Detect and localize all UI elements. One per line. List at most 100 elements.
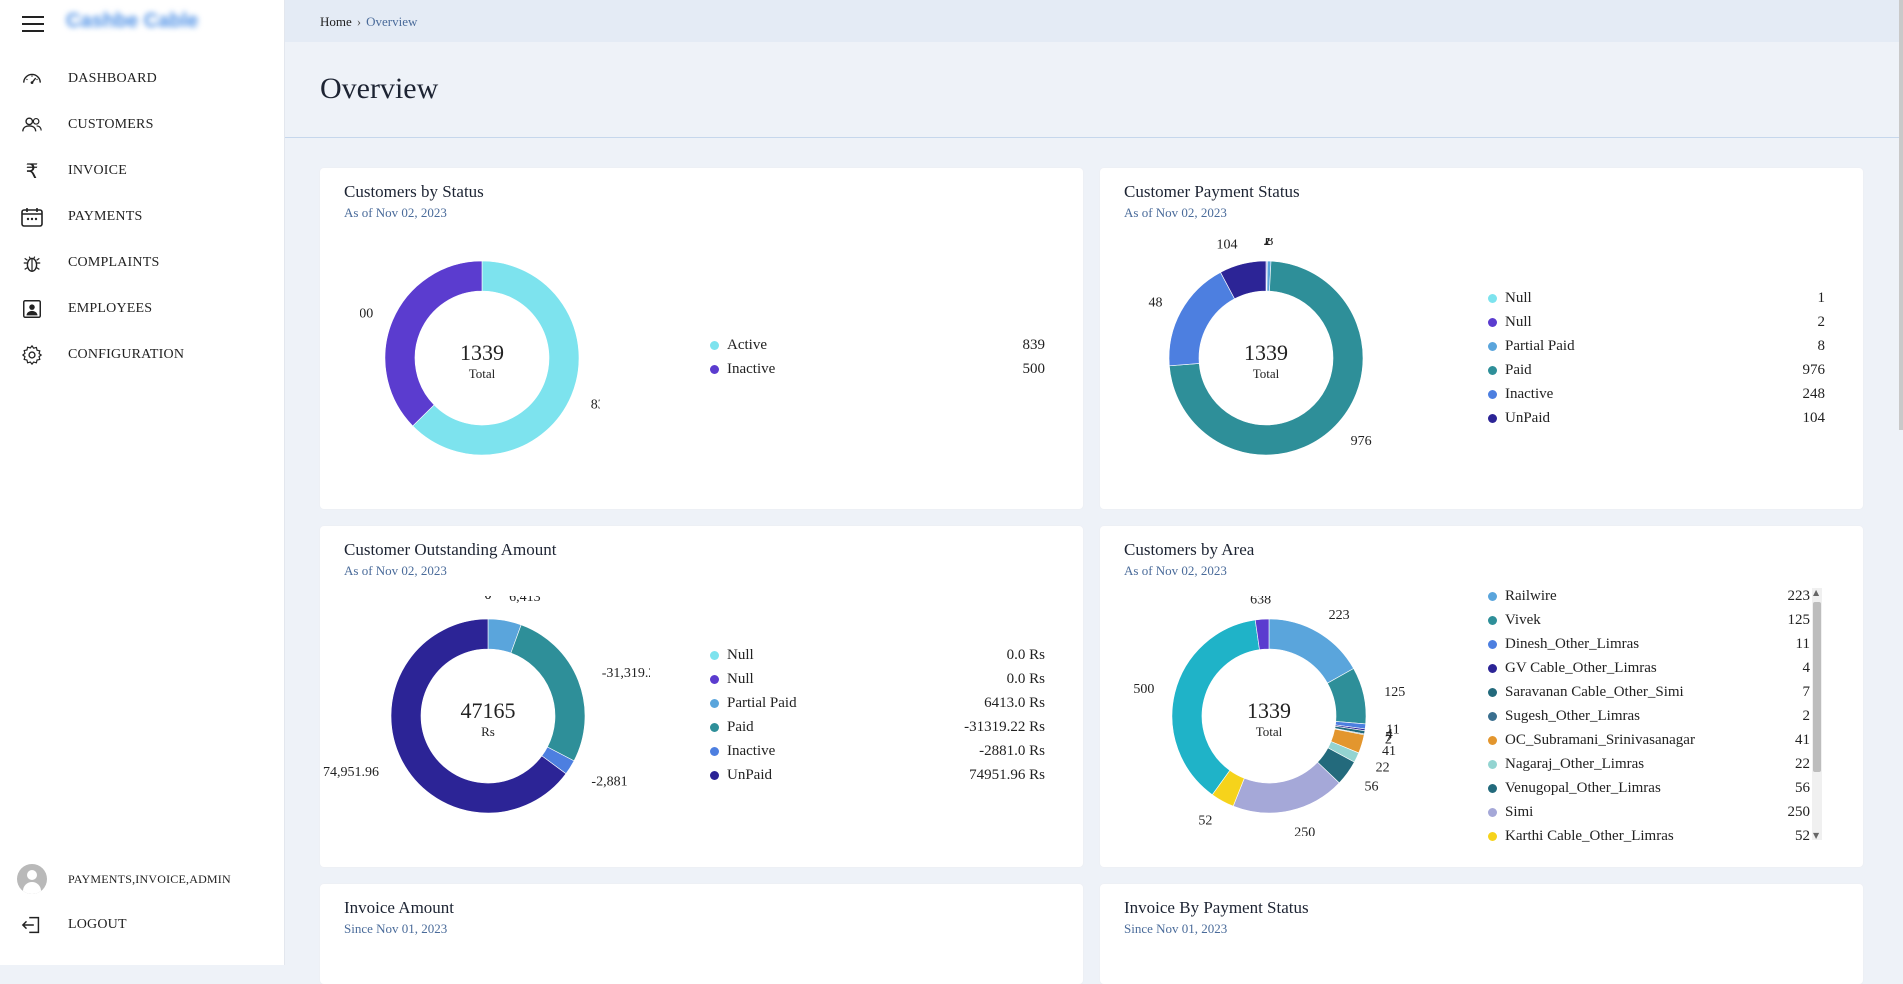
legend-value: 2	[1803, 708, 1811, 725]
legend-value: 22	[1795, 756, 1810, 773]
sidebar-item-complaints[interactable]: COMPLAINTS	[0, 241, 284, 285]
legend-item[interactable]: Paid 976	[1488, 358, 1825, 382]
donut-center-value: 1339	[460, 340, 504, 365]
slice-label: 125	[1384, 685, 1405, 700]
legend-item[interactable]: GV Cable_Other_Limras 4	[1488, 656, 1810, 680]
legend-label: Partial Paid	[1505, 338, 1575, 355]
legend-item[interactable]: Paid-31319.22 Rs	[710, 715, 1045, 739]
hamburger-menu-icon[interactable]	[22, 16, 44, 32]
app-logo[interactable]: Cashbe Cable	[66, 10, 198, 33]
slice-label: 839	[591, 398, 600, 413]
legend-item[interactable]: Inactive-2881.0 Rs	[710, 739, 1045, 763]
scroll-down-icon[interactable]: ▼	[1813, 831, 1819, 840]
donut-center-value: 47165	[461, 698, 516, 723]
legend-swatch	[710, 771, 719, 780]
slice-label: 8	[1266, 238, 1273, 249]
sidebar-item-invoice[interactable]: ₹ INVOICE	[0, 149, 284, 193]
sidebar-item-customers[interactable]: CUSTOMERS	[0, 103, 284, 147]
slice-label: 638	[1250, 596, 1271, 607]
donut-slice[interactable]	[1233, 762, 1339, 813]
donut-slice[interactable]	[511, 625, 585, 761]
page-scrollbar[interactable]	[1899, 0, 1903, 430]
donut-slice[interactable]	[1269, 619, 1354, 683]
legend-label: OC_Subramani_Srinivasanagar	[1505, 732, 1695, 749]
sidebar: Cashbe Cable DASHBOARD CUSTOMERS ₹ INVOI…	[0, 0, 284, 965]
card-subtitle: Since Nov 01, 2023	[1124, 921, 1227, 937]
legend-value: 976	[1803, 362, 1826, 379]
card-title: Customer Outstanding Amount	[344, 540, 557, 560]
user-roles: PAYMENTS,INVOICE,ADMIN	[68, 872, 231, 887]
donut-center-label: Total	[1256, 724, 1283, 739]
sidebar-item-configuration[interactable]: CONFIGURATION	[0, 333, 284, 377]
legend-label: Paid	[1505, 362, 1532, 379]
card-title: Customers by Status	[344, 182, 484, 202]
sidebar-item-dashboard[interactable]: DASHBOARD	[0, 57, 284, 101]
card-customers-by-area: Customers by Area As of Nov 02, 2023 223…	[1100, 526, 1863, 867]
legend-swatch	[1488, 712, 1497, 721]
brand-bar: Cashbe Cable	[0, 0, 284, 44]
legend-label: Inactive	[727, 743, 775, 760]
user-profile[interactable]: PAYMENTS,INVOICE,ADMIN	[0, 857, 284, 901]
slice-label: 248	[1148, 295, 1162, 310]
slice-label: 104	[1216, 238, 1237, 252]
donut-center-value: 1339	[1247, 698, 1291, 723]
slice-label: -2,881	[591, 775, 627, 790]
legend-swatch	[710, 651, 719, 660]
sidebar-item-label: EMPLOYEES	[68, 301, 152, 317]
legend-label: Null	[1505, 314, 1532, 331]
legend-swatch	[1488, 808, 1497, 817]
legend-value: 1	[1818, 290, 1826, 307]
sidebar-item-employees[interactable]: EMPLOYEES	[0, 287, 284, 331]
card-title: Invoice Amount	[344, 898, 454, 918]
donut-slice[interactable]	[1169, 272, 1235, 366]
legend-swatch	[1488, 784, 1497, 793]
legend-value: 56	[1795, 780, 1810, 797]
card-subtitle: As of Nov 02, 2023	[1124, 563, 1227, 579]
legend-label: Inactive	[1505, 386, 1553, 403]
logout-button[interactable]: LOGOUT	[0, 903, 284, 947]
slice-label: 223	[1329, 608, 1350, 623]
slice-label: 500	[1133, 682, 1154, 697]
legend-value: 4	[1803, 660, 1811, 677]
legend-value: 248	[1803, 386, 1826, 403]
breadcrumb-home[interactable]: Home	[320, 14, 352, 29]
sidebar-item-payments[interactable]: PAYMENTS	[0, 195, 284, 239]
scroll-thumb[interactable]	[1813, 602, 1821, 772]
legend-value: 223	[1788, 588, 1811, 605]
legend-swatch	[710, 341, 719, 350]
legend-value: 6413.0 Rs	[984, 695, 1045, 712]
legend-item[interactable]: Inactive 248	[1488, 382, 1825, 406]
bug-icon	[20, 251, 44, 275]
legend-scrollbar[interactable]: ▲ ▼	[1812, 588, 1822, 840]
legend-value: 7	[1803, 684, 1811, 701]
legend-swatch	[1488, 616, 1497, 625]
scroll-up-icon[interactable]: ▲	[1813, 588, 1819, 597]
legend-value: 839	[1023, 337, 1046, 354]
donut-chart: 1289762481041339Total	[1148, 238, 1388, 478]
legend-label: GV Cable_Other_Limras	[1505, 660, 1657, 677]
page-title: Overview	[320, 72, 438, 106]
